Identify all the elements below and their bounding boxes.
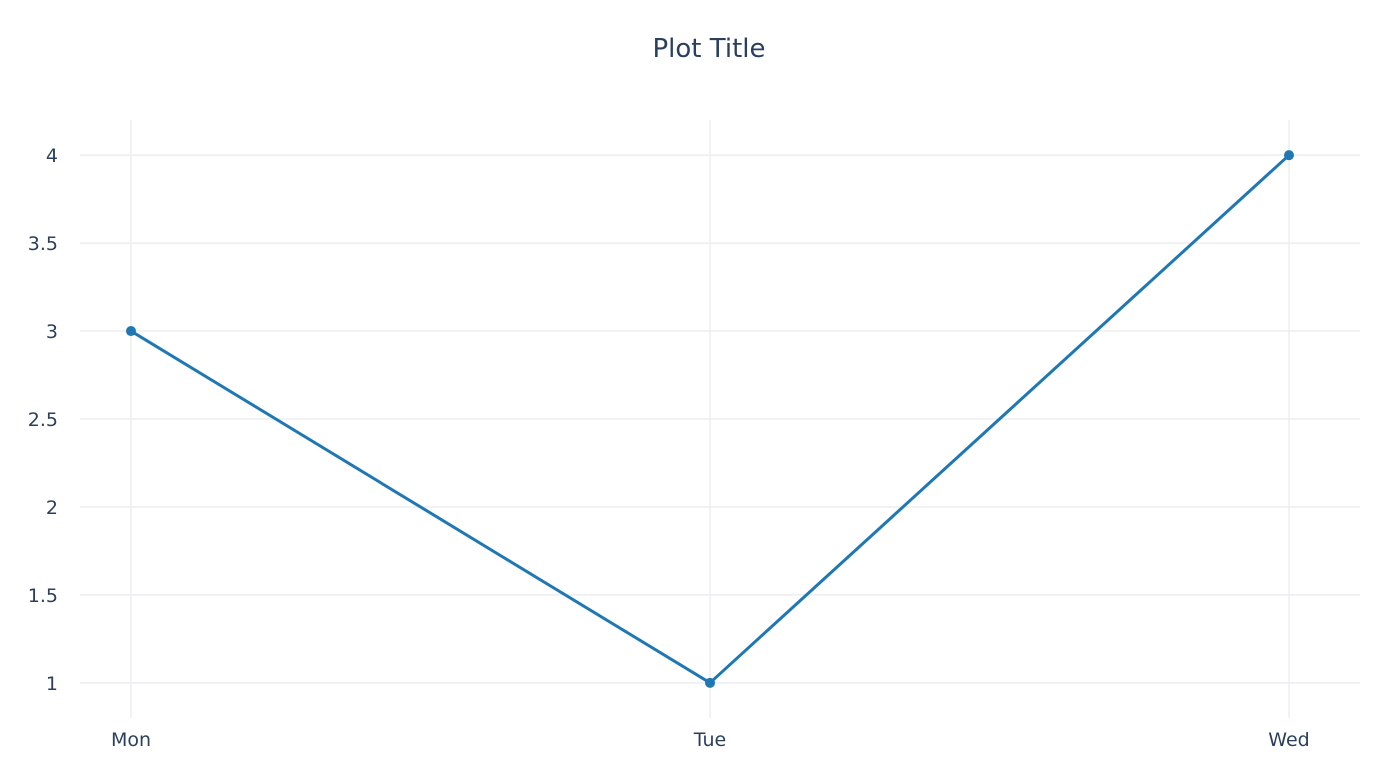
y-tick-label: 2.5 bbox=[28, 409, 58, 431]
data-point-tue[interactable] bbox=[705, 677, 715, 688]
y-tick-label: 3 bbox=[46, 321, 58, 343]
chart-title: Plot Title bbox=[653, 34, 766, 64]
y-tick-label: 2 bbox=[46, 497, 58, 519]
data-point-mon[interactable] bbox=[126, 326, 136, 337]
y-tick-label: 1 bbox=[46, 673, 58, 695]
y-axis-ticks: 1 1.5 2 2.5 3 3.5 4 bbox=[28, 145, 58, 695]
grid-layer bbox=[80, 120, 1360, 718]
data-point-wed[interactable] bbox=[1284, 150, 1294, 161]
x-axis-ticks: Mon Tue Wed bbox=[111, 729, 1310, 751]
series-layer bbox=[126, 150, 1294, 688]
x-tick-label: Tue bbox=[693, 729, 726, 751]
y-tick-label: 1.5 bbox=[28, 585, 58, 607]
y-tick-label: 4 bbox=[46, 145, 58, 167]
x-tick-label: Wed bbox=[1268, 729, 1309, 751]
y-tick-label: 3.5 bbox=[28, 233, 58, 255]
x-tick-label: Mon bbox=[111, 729, 151, 751]
